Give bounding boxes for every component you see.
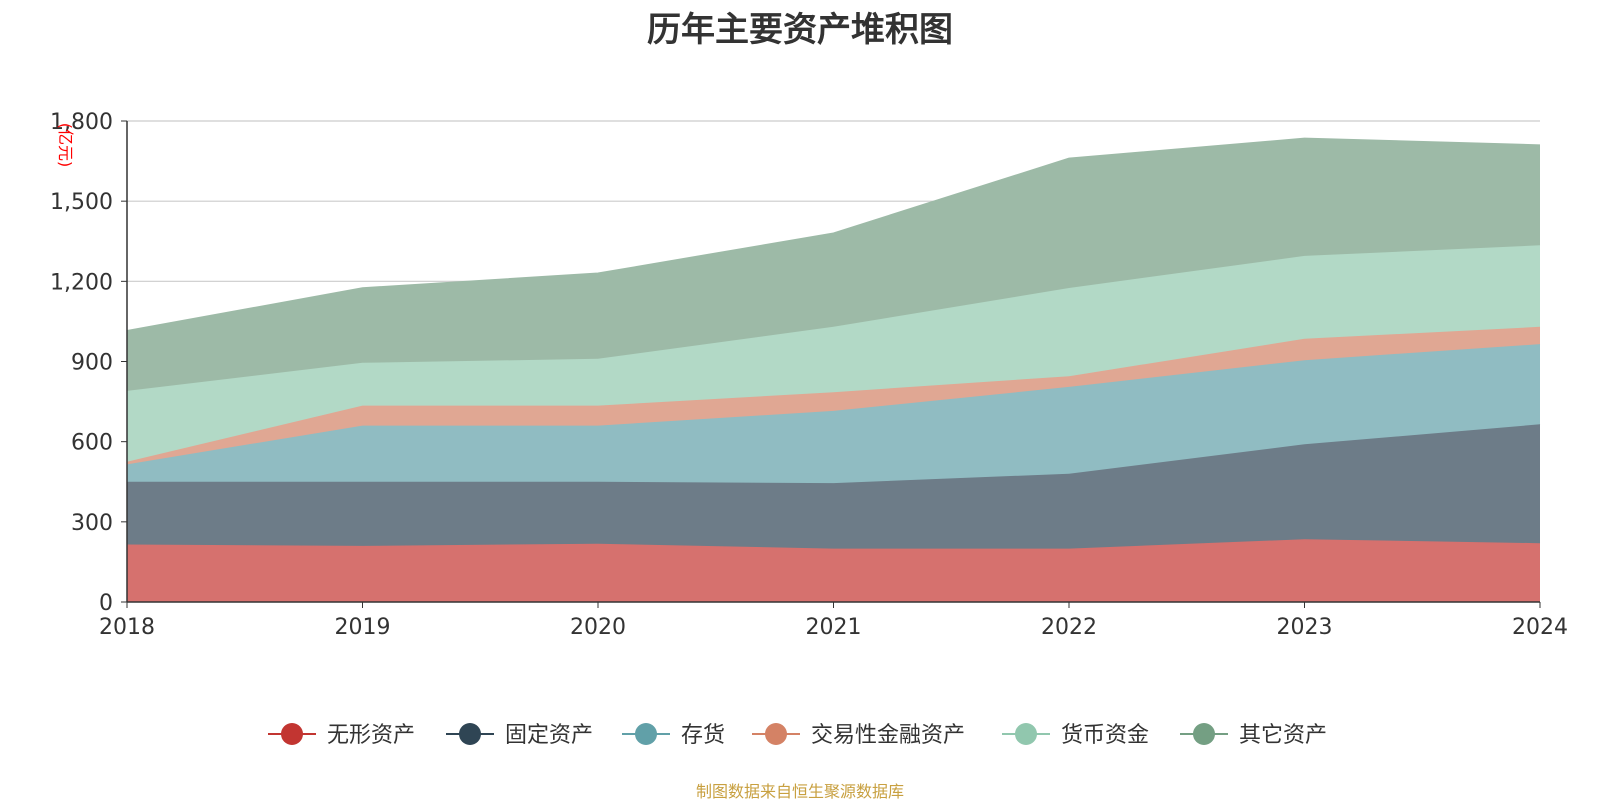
legend: 无形资产 固定资产 存货 交易性金融资产 货币资金 其它资产 bbox=[268, 723, 1327, 748]
source-note: 制图数据来自恒生聚源数据库 bbox=[695, 782, 904, 801]
y-tick-label: 900 bbox=[71, 351, 113, 376]
x-tick-label: 2023 bbox=[1277, 615, 1333, 640]
y-tick-label: 0 bbox=[99, 591, 113, 616]
legend-marker bbox=[1015, 723, 1037, 745]
legend-item[interactable]: 固定资产 bbox=[446, 723, 593, 748]
y-tick-label: 300 bbox=[71, 511, 113, 536]
legend-item[interactable]: 存货 bbox=[622, 723, 725, 748]
area-1 bbox=[127, 539, 1540, 602]
x-tick-label: 2024 bbox=[1512, 615, 1568, 640]
y-tick-label: 1,500 bbox=[50, 190, 113, 215]
x-tick-label: 2019 bbox=[335, 615, 391, 640]
legend-label: 其它资产 bbox=[1239, 723, 1327, 748]
area-5 bbox=[127, 245, 1540, 462]
y-tick-label: 1,200 bbox=[50, 270, 113, 295]
y-axis-unit-label: (亿元) bbox=[56, 123, 75, 168]
area-line-6 bbox=[126, 137, 1541, 332]
legend-label: 货币资金 bbox=[1061, 723, 1149, 748]
x-tick-label: 2018 bbox=[99, 615, 155, 640]
legend-item[interactable]: 其它资产 bbox=[1180, 723, 1327, 748]
legend-marker bbox=[1193, 723, 1215, 745]
area-2 bbox=[127, 424, 1540, 549]
y-tick-label: 1,800 bbox=[50, 110, 113, 135]
legend-marker bbox=[635, 723, 657, 745]
x-tick-label: 2020 bbox=[570, 615, 626, 640]
area-4 bbox=[127, 326, 1540, 465]
axes: 0 300 600 900 1,200 1,500 1,800 2018 2019 2020 202… bbox=[50, 110, 1568, 640]
legend-item[interactable]: 无形资产 bbox=[268, 723, 415, 748]
legend-marker bbox=[281, 723, 303, 745]
legend-item[interactable]: 交易性金融资产 bbox=[752, 723, 965, 748]
y-tick-label: 600 bbox=[71, 431, 113, 456]
area-3 bbox=[127, 344, 1540, 484]
legend-label: 无形资产 bbox=[327, 723, 415, 748]
legend-label: 交易性金融资产 bbox=[811, 723, 965, 748]
legend-marker bbox=[459, 723, 481, 745]
legend-label: 存货 bbox=[681, 723, 725, 748]
legend-marker bbox=[765, 723, 787, 745]
x-tick-label: 2022 bbox=[1041, 615, 1097, 640]
chart-title: 历年主要资产堆积图 bbox=[647, 10, 953, 50]
legend-label: 固定资产 bbox=[505, 723, 593, 748]
x-tick-label: 2021 bbox=[806, 615, 862, 640]
legend-item[interactable]: 货币资金 bbox=[1002, 723, 1149, 748]
area-6 bbox=[127, 138, 1540, 391]
area-series bbox=[126, 137, 1541, 602]
